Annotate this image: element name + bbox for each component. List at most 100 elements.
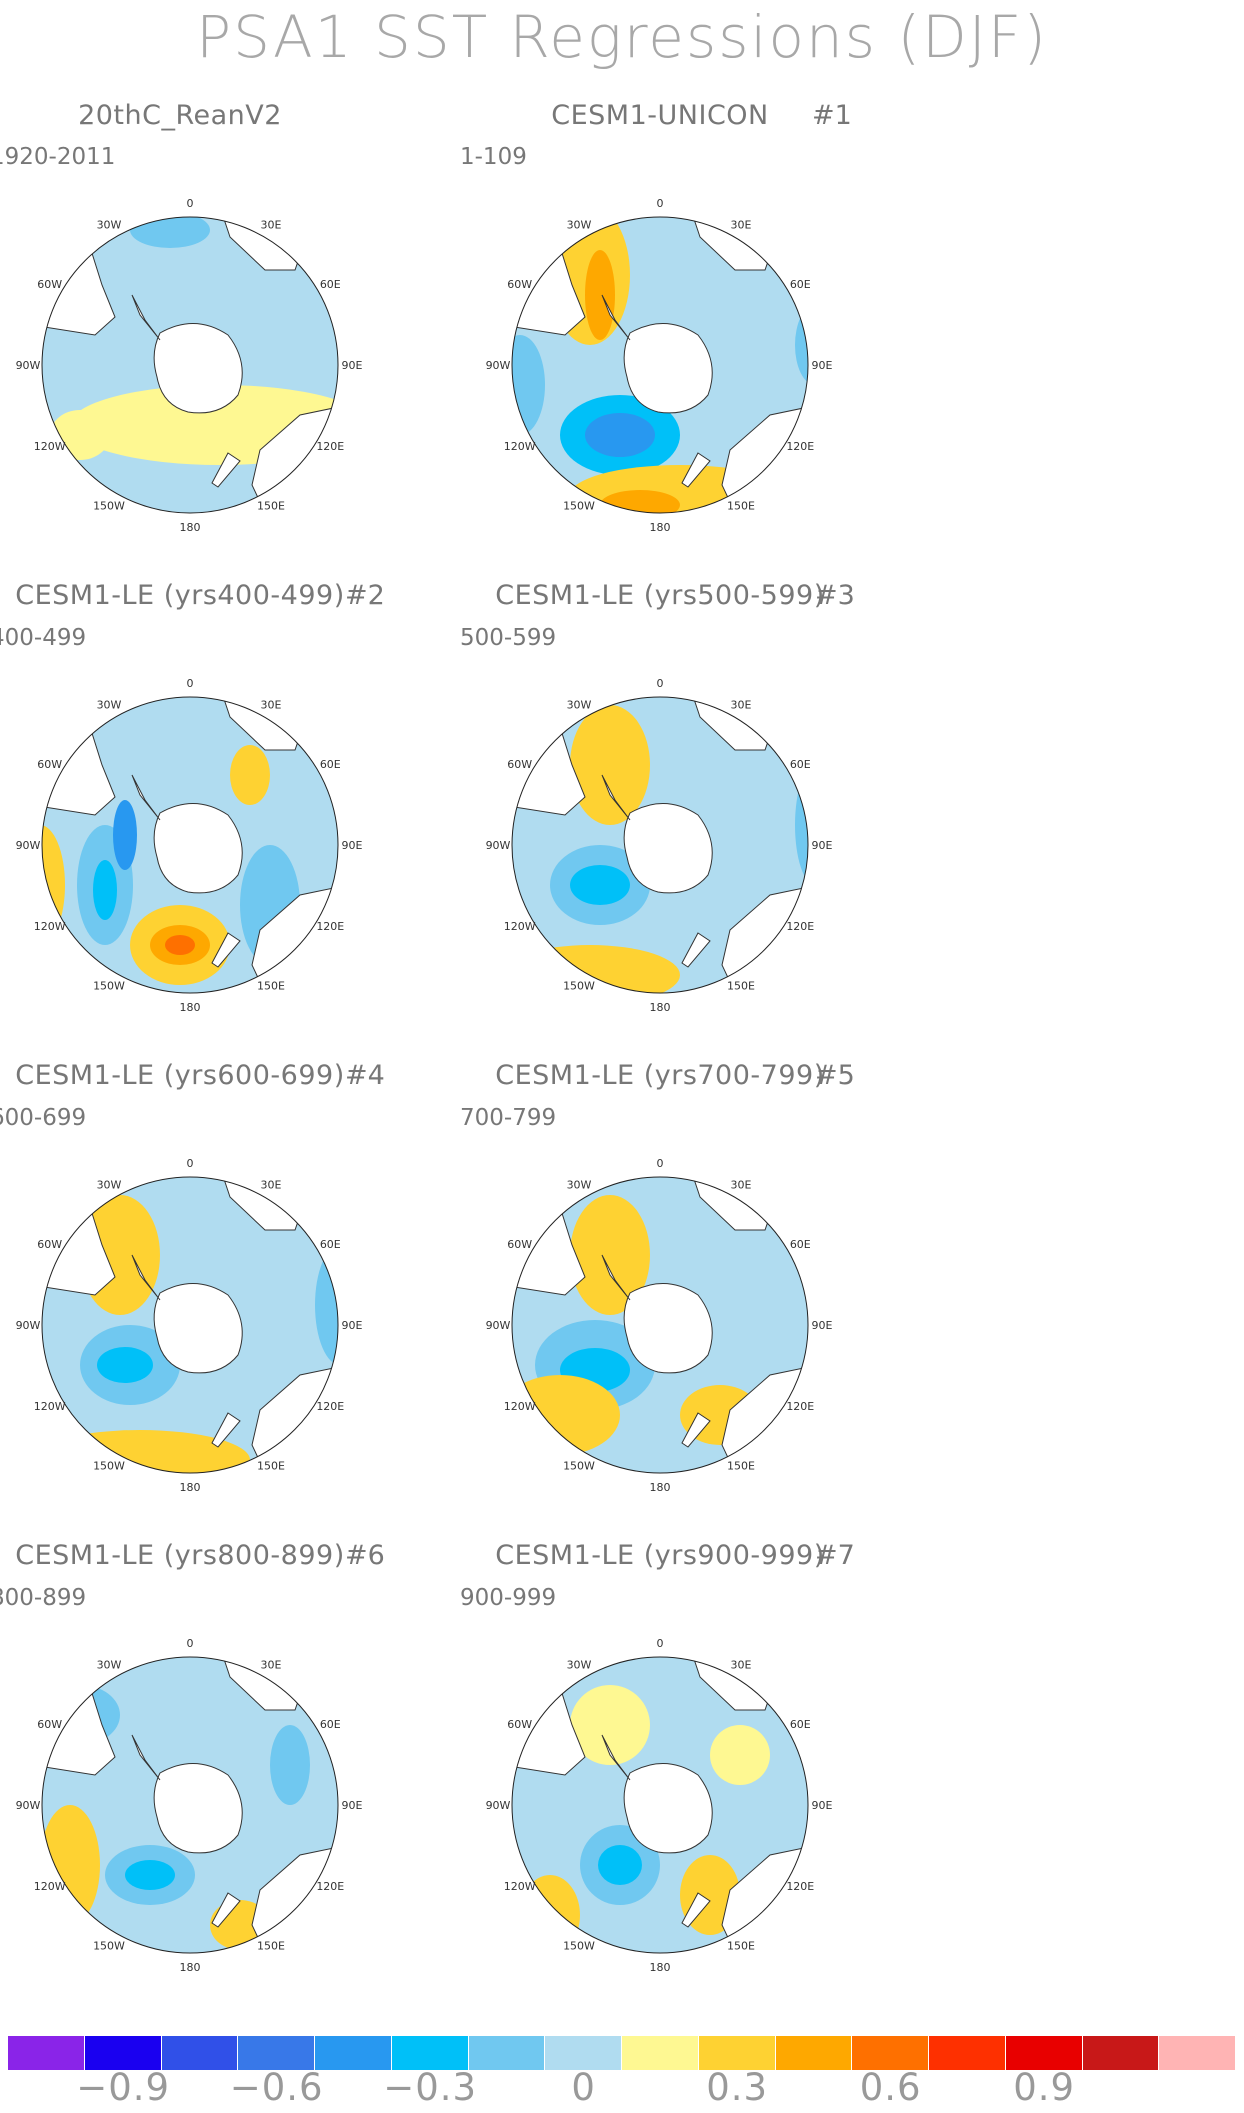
longitude-label: 180 (180, 1961, 201, 1974)
panel-number: #3 (815, 580, 855, 611)
polar-map: 0 30E 60E 90E 120E 150E 180 150W 120W 90W 60W 30W (16, 1637, 363, 1974)
colorbar-swatch (238, 2036, 315, 2070)
anomaly-contour (570, 1685, 650, 1765)
longitude-label: 30E (731, 1179, 752, 1192)
colorbar-swatch (391, 2036, 469, 2070)
anomaly-contour (795, 305, 808, 385)
longitude-label: 120W (34, 1880, 66, 1893)
longitude-label: 30W (567, 699, 592, 712)
new-zealand-landmass (211, 452, 241, 488)
longitude-label: 150E (727, 979, 755, 992)
map-panel: CESM1-LE (yrs400-499)#2 400-499 0 30E 60E 90E… (0, 580, 550, 1060)
longitude-label: 30W (97, 1659, 122, 1672)
longitude-label: 120W (34, 920, 66, 933)
longitude-label: 150E (257, 979, 285, 992)
longitude-label: 60W (37, 1718, 62, 1731)
panel-years: 500-599 (460, 625, 557, 651)
longitude-label: 90E (812, 839, 833, 852)
colorbar-swatch (8, 2036, 85, 2070)
panel-title: CESM1-UNICON (551, 100, 769, 131)
longitude-label: 90W (16, 839, 41, 852)
longitude-label: 150W (93, 499, 125, 512)
panel-number: #5 (815, 1060, 855, 1091)
panel-title: CESM1-LE (yrs400-499) (15, 580, 345, 611)
longitude-label: 120W (504, 920, 536, 933)
longitude-label: 120E (786, 440, 814, 453)
antarctica-landmass (623, 1763, 713, 1854)
panel-number: #2 (345, 580, 385, 611)
longitude-label: 150W (563, 499, 595, 512)
longitude-label: 90W (486, 359, 511, 372)
longitude-label: 30E (261, 219, 282, 232)
new-zealand-landmass (681, 452, 711, 488)
longitude-label: 60W (507, 1718, 532, 1731)
longitude-label: 0 (657, 1157, 664, 1170)
anomaly-contour (125, 1860, 175, 1890)
antarctica-landmass (623, 1283, 713, 1374)
longitude-label: 90W (16, 1319, 41, 1332)
colorbar-tick-label: 0.3 (706, 2066, 769, 2109)
panel-number: #1 (812, 100, 852, 131)
longitude-label: 180 (180, 521, 201, 534)
polar-map: 0 30E 60E 90E 120E 150E 180 150W 120W 90W 60W 30W (486, 1157, 833, 1494)
new-zealand-landmass (211, 1412, 241, 1448)
anomaly-contour (598, 1845, 642, 1885)
map-boundary (511, 1656, 809, 1954)
polar-map: 0 30E 60E 90E 120E 150E 180 150W 120W 90W 60W 30W (16, 1157, 363, 1494)
panel-years: 600-699 (0, 1105, 87, 1131)
panel-title: CESM1-LE (yrs800-899) (15, 1540, 345, 1571)
colorbar-swatch (1082, 2036, 1160, 2070)
longitude-label: 150W (93, 979, 125, 992)
panel-title: 20thC_ReanV2 (78, 100, 282, 131)
antarctica-landmass (623, 323, 713, 414)
panel-title: CESM1-LE (yrs500-599) (495, 580, 825, 611)
anomaly-contour (585, 413, 655, 457)
longitude-label: 30E (731, 1659, 752, 1672)
longitude-label: 120E (316, 440, 344, 453)
map-panel: CESM1-LE (yrs800-899)#6 800-899 0 30E 60E 90E… (0, 1540, 550, 2020)
longitude-label: 30W (97, 219, 122, 232)
longitude-label: 90E (342, 1799, 363, 1812)
anomaly-contour (270, 1725, 310, 1805)
panel-number: #6 (345, 1540, 385, 1571)
colorbar-swatch (852, 2036, 929, 2070)
map-boundary (511, 216, 809, 514)
polar-map: 0 30E 60E 90E 120E 150E 180 150W 120W 90W 60W 30W (486, 677, 833, 1014)
longitude-label: 30W (97, 1179, 122, 1192)
longitude-label: 180 (650, 521, 671, 534)
antarctica-landmass (153, 1283, 243, 1374)
map-boundary (511, 1176, 809, 1474)
longitude-label: 150W (93, 1939, 125, 1952)
panel-title: CESM1-LE (yrs900-999) (495, 1540, 825, 1571)
panel-years: 700-799 (460, 1105, 557, 1131)
longitude-label: 0 (657, 1637, 664, 1650)
new-zealand-landmass (681, 932, 711, 968)
colorbar-swatch (1159, 2036, 1236, 2070)
panel-years: 800-899 (0, 1585, 87, 1611)
longitude-label: 0 (187, 197, 194, 210)
longitude-label: 30E (261, 699, 282, 712)
map-panel: CESM1-LE (yrs700-799) #5 700-799 0 30E 60E 90E… (460, 1060, 1020, 1540)
antarctica-landmass (153, 1763, 243, 1854)
new-zealand-landmass (681, 1892, 711, 1928)
antarctic-peninsula (601, 294, 631, 341)
anomaly-contour (315, 1245, 338, 1365)
longitude-label: 30E (731, 219, 752, 232)
longitude-label: 0 (187, 1157, 194, 1170)
antarctic-peninsula (601, 1254, 631, 1301)
colorbar-tick-label: −0.9 (76, 2066, 171, 2109)
colorbar-swatch (545, 2036, 622, 2070)
longitude-label: 180 (650, 1481, 671, 1494)
panel-years: 400-499 (0, 625, 87, 651)
anomaly-contour (230, 745, 270, 805)
map-panel: CESM1-UNICON #1 1-109 0 30E 60E 90E 120E 150E 180… (460, 100, 1020, 580)
panel-years: 1-109 (460, 144, 527, 170)
longitude-label: 60E (320, 278, 341, 291)
longitude-label: 60E (790, 1718, 811, 1731)
polar-map: 0 30E 60E 90E 120E 150E 180 150W 120W 90W 60W 30W (16, 677, 363, 1014)
longitude-label: 90E (342, 359, 363, 372)
longitude-label: 30E (731, 699, 752, 712)
longitude-label: 30E (261, 1659, 282, 1672)
longitude-label: 90E (812, 359, 833, 372)
